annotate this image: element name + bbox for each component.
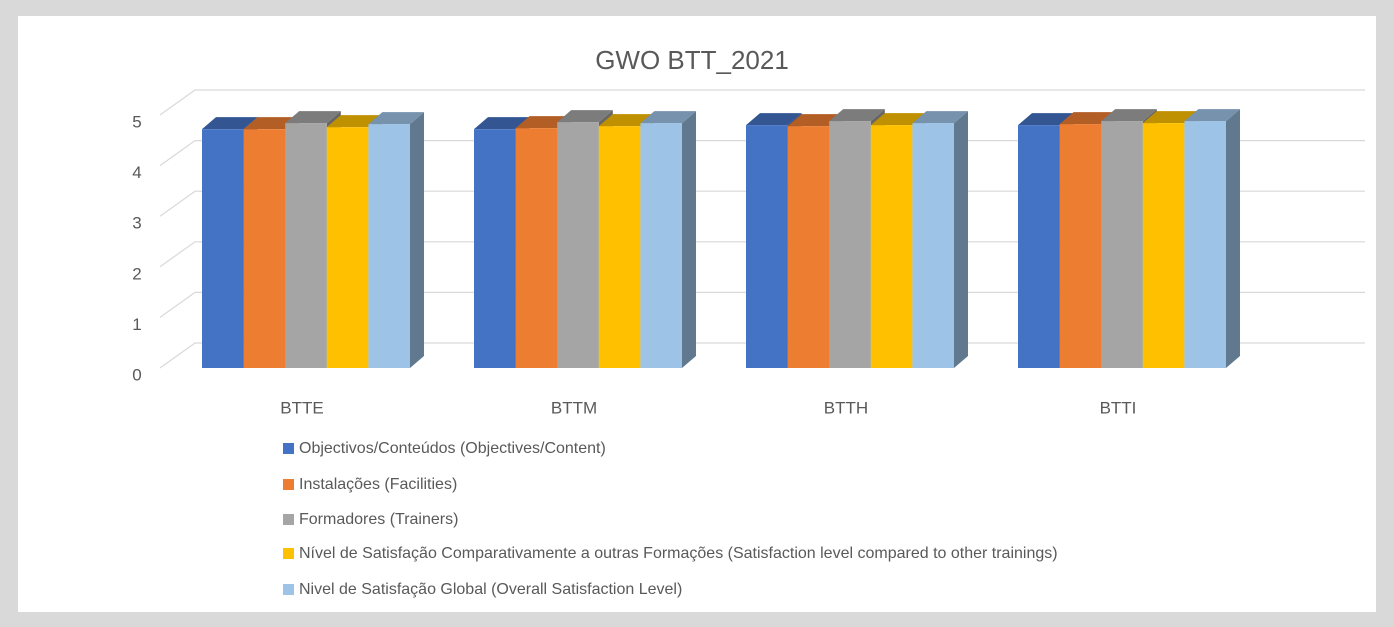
y-tick-label: 3 (132, 214, 141, 233)
bar-side (410, 112, 424, 368)
bar (368, 124, 410, 368)
bar (1059, 124, 1102, 368)
bar-top (829, 109, 885, 122)
legend-swatch (283, 514, 294, 525)
bar (1142, 123, 1185, 368)
bar (912, 123, 954, 368)
bar-top (746, 113, 802, 126)
bar-top (557, 110, 613, 123)
legend-swatch (283, 443, 294, 454)
bar-top (1142, 111, 1199, 124)
x-tick-label: BTTI (1100, 398, 1137, 417)
legend-label: Instalações (Facilities) (299, 476, 457, 493)
bar (787, 126, 830, 369)
bar (557, 122, 599, 368)
bar (474, 129, 516, 368)
bar (1184, 121, 1226, 369)
bar (285, 123, 327, 368)
x-tick-label: BTTM (551, 398, 597, 417)
bar-top (640, 111, 696, 124)
y-tick-label: 4 (132, 163, 141, 182)
grid-line (159, 190, 1365, 217)
y-tick-label: 0 (132, 365, 141, 384)
bar (746, 125, 788, 369)
bar (326, 127, 369, 368)
bar (829, 121, 871, 369)
bar-side (682, 111, 696, 368)
bar-top (202, 117, 258, 130)
y-tick-label: 5 (132, 112, 141, 131)
legend-label: Objectivos/Conteúdos (Objectives/Content… (299, 440, 606, 457)
bar (202, 129, 244, 368)
legend-swatch (283, 548, 294, 559)
bar-top (912, 111, 968, 124)
bar (598, 126, 641, 369)
grid-line (159, 342, 1365, 369)
grid-line (159, 241, 1365, 268)
bar (870, 125, 913, 369)
bar (640, 123, 682, 368)
bar-top (474, 117, 530, 130)
bar-top (368, 112, 424, 125)
x-tick-label: BTTH (824, 398, 868, 417)
bar-side (954, 111, 968, 368)
grid-line (159, 291, 1365, 318)
bar-side (1226, 109, 1240, 369)
grid-line (159, 89, 1365, 116)
x-tick-label: BTTE (280, 398, 323, 417)
bar (243, 129, 286, 368)
grid-line (159, 140, 1365, 167)
bar-top (285, 111, 341, 124)
bar-top (1184, 109, 1240, 122)
bar-top (870, 113, 927, 126)
y-tick-label: 1 (132, 315, 141, 334)
legend-swatch (283, 479, 294, 490)
legend-label: Nível de Satisfação Comparativamente a o… (299, 545, 1058, 562)
bar (1101, 121, 1143, 369)
bar (1018, 125, 1060, 369)
legend-label: Formadores (Trainers) (299, 511, 458, 528)
y-tick-label: 2 (132, 264, 141, 283)
legend-label: Nivel de Satisfação Global (Overall Sati… (299, 581, 682, 598)
bar-top (1018, 113, 1074, 126)
bar (515, 128, 558, 368)
chart-title: GWO BTT_2021 (595, 45, 789, 75)
legend-swatch (283, 584, 294, 595)
bar-top (1101, 109, 1157, 122)
